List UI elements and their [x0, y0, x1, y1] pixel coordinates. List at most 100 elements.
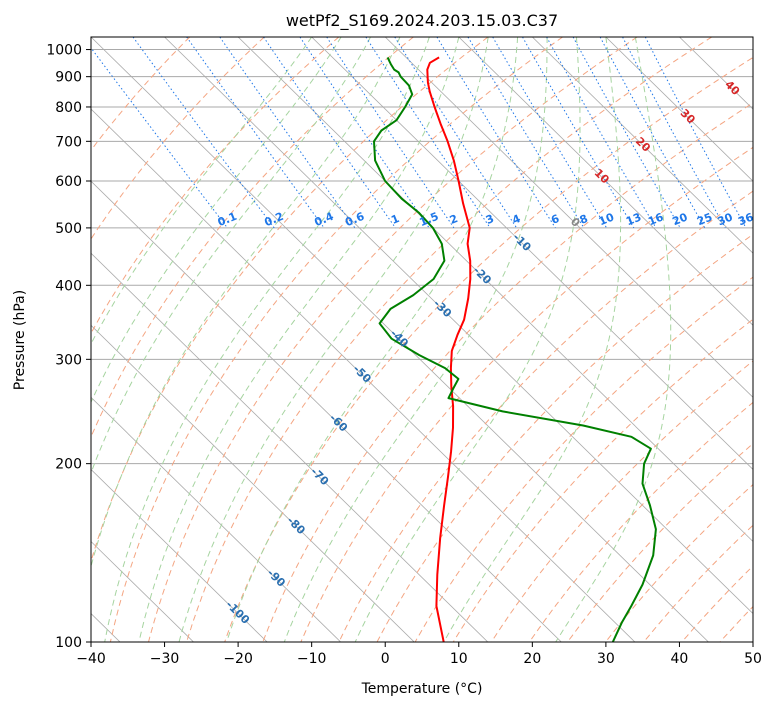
y-tick-label: 300: [55, 352, 82, 368]
mixing-ratio-label: 10: [597, 210, 616, 228]
chart-title: wetPf2_S169.2024.203.15.03.C37: [286, 11, 558, 31]
mixing-ratio-line: [492, 37, 608, 229]
mixing-ratio-label: 36: [736, 210, 755, 228]
x-tick-label: 0: [381, 651, 390, 667]
x-tick-label: 20: [523, 651, 541, 667]
moist-adiabat: [555, 37, 672, 642]
moist-adiabat: [226, 37, 519, 642]
isotherm-label: 10: [592, 166, 612, 186]
mixing-ratio-line: [599, 37, 706, 229]
moist-adiabat: [354, 37, 581, 642]
mixing-ratio-line: [326, 37, 455, 229]
dry-adiabat: [148, 37, 638, 642]
y-tick-label: 600: [55, 174, 82, 190]
dry-adiabat: [529, 401, 753, 642]
isotherm-line: [91, 180, 562, 642]
mixing-ratio-label: 30: [716, 210, 735, 228]
dry-adiabat: [758, 37, 775, 642]
mixing-ratio-line: [365, 37, 491, 229]
x-tick-label: 10: [450, 651, 468, 667]
moist-adiabat-label: -60: [327, 411, 351, 434]
moist-adiabat: [91, 37, 401, 569]
mixing-ratio-label: 25: [695, 211, 714, 229]
mixing-ratio-label: 0.6: [343, 210, 366, 229]
dry-adiabat: [91, 37, 489, 564]
mixing-ratio-label: 0.4: [312, 210, 335, 229]
mixing-ratio-label: 13: [624, 211, 643, 229]
x-tick-label: −30: [150, 651, 180, 667]
isotherm-line: [752, 37, 753, 38]
mixing-ratio-label: 6: [549, 212, 561, 227]
mixing-ratio-line: [467, 37, 585, 229]
dry-adiabat: [91, 37, 340, 335]
mixing-ratio-line: [546, 37, 657, 229]
mixing-ratio-label: 16: [646, 210, 665, 228]
mixing-ratio-label: 8: [578, 212, 590, 227]
x-tick-label: 30: [597, 651, 615, 667]
y-axis: 100 200 300 400 500 600 700 800 900 1000: [46, 43, 91, 651]
dry-adiabat: [414, 276, 753, 642]
moist-adiabat-label: -80: [284, 514, 308, 537]
moist-adiabat: [104, 37, 430, 642]
isotherm-line: [605, 37, 753, 182]
isotherm-line: [91, 37, 709, 642]
mixing-ratio-line: [644, 37, 747, 229]
mixing-ratio-line: [436, 37, 556, 229]
x-tick-label: 40: [671, 651, 689, 667]
moist-adiabat-label: -100: [223, 598, 252, 627]
mixing-ratio-line: [132, 37, 275, 229]
moist-adiabat: [91, 37, 342, 404]
x-tick-label: −40: [76, 651, 106, 667]
moist-adiabat-label: -20: [471, 264, 495, 287]
dry-adiabat: [605, 483, 753, 642]
moist-adiabat: [178, 37, 489, 642]
isotherm-line: [458, 37, 753, 326]
y-tick-label: 500: [55, 221, 82, 237]
mixing-ratio-line: [572, 37, 681, 229]
mixing-ratio-label: 0.1: [216, 210, 239, 229]
y-tick-label: 800: [55, 100, 82, 116]
line-labels: 010203040-100-90-80-70-60-50-40-30-20-10…: [216, 78, 756, 627]
moist-adiabat: [443, 37, 622, 642]
isotherm-line: [91, 540, 194, 642]
plot-frame: [90, 36, 754, 643]
dewpoint-line: [373, 56, 657, 642]
moist-adiabat: [91, 37, 313, 345]
mixing-ratio-line: [186, 37, 325, 229]
isotherm-label: 20: [633, 135, 653, 155]
mixing-ratio-label: 1.5: [418, 210, 441, 229]
mixing-ratio-label: 4: [510, 212, 522, 227]
dry-adiabat: [338, 190, 753, 642]
mixing-ratio-line: [622, 37, 726, 229]
y-tick-label: 400: [55, 278, 82, 294]
isotherm-line: [532, 37, 753, 254]
y-tick-label: 200: [55, 457, 82, 473]
isotherm-line: [91, 324, 415, 642]
dry-adiabat: [109, 37, 563, 642]
moist-adiabat-label: -90: [265, 567, 289, 590]
isotherm-line: [91, 108, 636, 642]
x-axis: −40 −30 −20 −10 0 10 20 30 40 50: [76, 642, 762, 667]
dry-adiabat: [300, 146, 753, 642]
dry-adiabat: [262, 102, 753, 642]
isotherm-label: 40: [722, 78, 742, 98]
moist-adiabat: [283, 37, 548, 642]
dry-adiabat: [452, 318, 753, 642]
dry-adiabat: [91, 37, 265, 240]
dry-adiabat: [567, 442, 753, 642]
dry-adiabat: [91, 37, 191, 152]
x-tick-label: −10: [297, 651, 327, 667]
mixing-ratio-label: 2: [448, 212, 460, 227]
isotherm-line: [164, 37, 753, 615]
dry-adiabat: [719, 605, 753, 642]
dry-adiabat: [681, 565, 753, 642]
mixing-ratio-line: [219, 37, 356, 229]
mixing-ratio-line: [299, 37, 430, 229]
x-tick-label: 50: [744, 651, 762, 667]
y-axis-title: Pressure (hPa): [12, 290, 28, 390]
x-axis-title: Temperature (°C): [361, 681, 483, 697]
background-lines: [91, 37, 775, 642]
y-tick-label: 1000: [46, 43, 82, 59]
moist-adiabat: [138, 37, 460, 642]
